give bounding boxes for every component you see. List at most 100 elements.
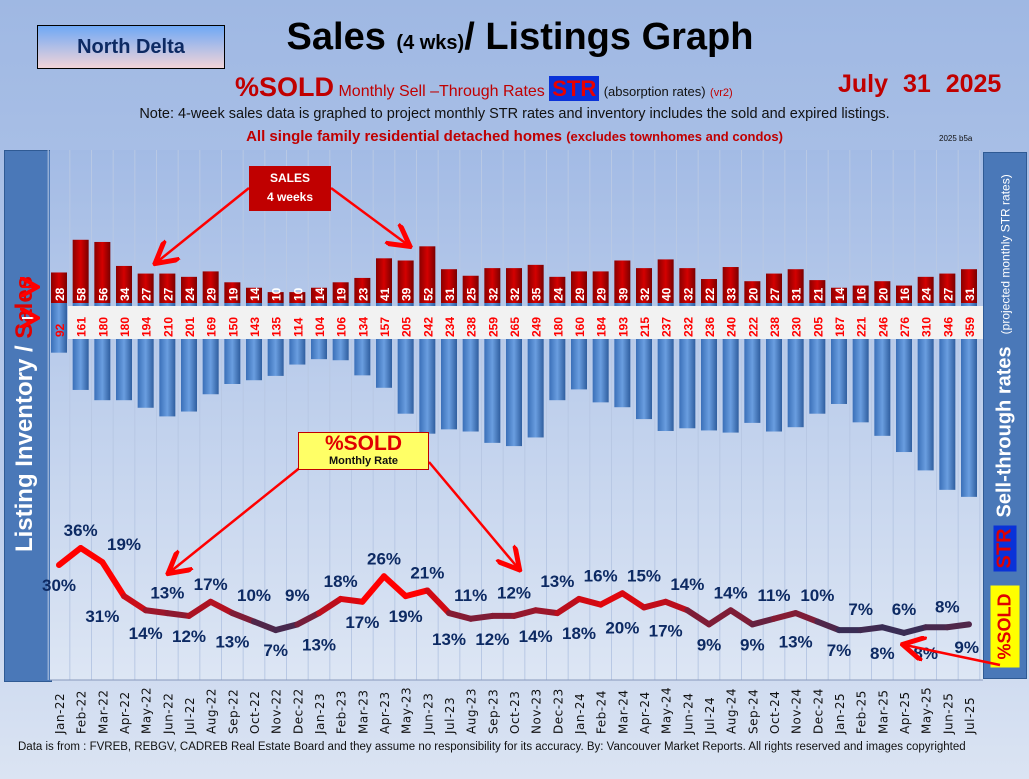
sold-rate-label: 13% xyxy=(432,630,466,649)
sold-rate-segment xyxy=(619,590,647,611)
x-tick-label: Nov-22 xyxy=(270,688,284,734)
sales-bar xyxy=(332,282,349,303)
sales-label: 32 xyxy=(638,287,652,301)
inventory-label: 92 xyxy=(53,323,67,337)
inventory-bar xyxy=(51,303,67,353)
sales-bar xyxy=(939,273,956,303)
sold-rate-label: 26% xyxy=(367,549,401,568)
x-tick-label: May-22 xyxy=(140,687,154,734)
inventory-label: 180 xyxy=(96,317,110,337)
inventory-label: 161 xyxy=(75,317,89,337)
sales-bar xyxy=(137,273,154,303)
sales-label: 39 xyxy=(400,287,414,301)
sales-bar xyxy=(51,272,67,303)
sales-label: 28 xyxy=(53,287,67,301)
x-tick-label: Mar-24 xyxy=(616,690,630,734)
sales-arrow-right-icon xyxy=(330,186,408,245)
x-tick-label: Jan-22 xyxy=(53,693,67,735)
x-tick-label: Jul-25 xyxy=(963,697,977,735)
sales-bar xyxy=(484,268,501,303)
sales-bar xyxy=(419,246,436,303)
sales-label: 19 xyxy=(226,287,240,301)
sales-label: 24 xyxy=(183,287,197,301)
sold-annotation-line2: Monthly Rate xyxy=(328,455,399,467)
title-rest: / Listings Graph xyxy=(464,16,754,58)
sold-rate-segment xyxy=(424,587,452,617)
sold-rate-segment xyxy=(857,624,886,634)
inventory-label: 222 xyxy=(746,317,760,337)
sales-annotation: SALES 4 weeks xyxy=(249,166,331,211)
sold-rate-label: 10% xyxy=(800,586,834,605)
x-tick-label: Feb-24 xyxy=(595,690,609,734)
sales-label: 24 xyxy=(920,287,934,301)
sales-label: 14 xyxy=(833,287,847,301)
inventory-label: 246 xyxy=(876,317,890,337)
sold-arrow-right-icon xyxy=(428,461,518,568)
x-tick-label: Oct-22 xyxy=(248,691,262,734)
sales-label: 25 xyxy=(465,287,479,301)
x-tick-label: Feb-23 xyxy=(335,690,349,734)
sold-rate-segment xyxy=(554,595,582,617)
sold-rate-label: 7% xyxy=(263,641,288,660)
sold-rate-label: 13% xyxy=(779,633,813,652)
inventory-label: 160 xyxy=(573,317,587,337)
sales-bar xyxy=(571,271,587,303)
sold-rate-label: 14% xyxy=(670,575,704,594)
x-tick-label: Dec-23 xyxy=(551,688,565,734)
x-tick-label: Jan-23 xyxy=(313,693,327,735)
sold-rate-segment xyxy=(879,624,907,636)
sold-rate-segment xyxy=(316,595,344,617)
sold-rate-segment xyxy=(77,545,106,566)
inventory-label: 184 xyxy=(595,317,609,337)
sold-rate-segment xyxy=(56,545,84,568)
sold-rate-label: 17% xyxy=(649,621,683,640)
sales-label: 52 xyxy=(421,287,435,301)
sales-label: 29 xyxy=(595,287,609,301)
page-title: Sales (4 wks)/ Listings Graph xyxy=(240,16,800,59)
sales-label: 22 xyxy=(703,287,717,301)
sales-label: 31 xyxy=(790,287,804,301)
sales-label: 10 xyxy=(291,287,305,301)
x-tick-label: Nov-24 xyxy=(790,688,804,734)
sold-rate-label: 11% xyxy=(454,586,487,605)
x-tick-label: Jul-24 xyxy=(703,697,717,735)
sold-rate-segment xyxy=(337,595,366,605)
sales-bar xyxy=(701,279,717,303)
inventory-label: 205 xyxy=(400,317,414,337)
sold-rate-label: 12% xyxy=(475,630,509,649)
subtitle: %SOLD Monthly Sell –Through Rates STR (a… xyxy=(235,72,733,103)
sold-rate-label: 17% xyxy=(345,613,379,632)
sold-rate-label: 6% xyxy=(892,600,917,619)
sold-rate-segment xyxy=(467,612,496,622)
sales-bar xyxy=(527,264,544,303)
sold-rate-label: 19% xyxy=(107,535,141,554)
subtitle-abs: (absorption rates) xyxy=(603,84,706,99)
sales-bar xyxy=(354,277,371,303)
inventory-label: 230 xyxy=(790,317,804,337)
inventory-label: 259 xyxy=(486,317,500,337)
sold-rate-segment xyxy=(771,610,799,622)
sold-rate-segment xyxy=(597,590,626,608)
sold-rate-label: 30% xyxy=(42,576,76,595)
sold-rate-segment xyxy=(359,573,387,605)
x-tick-label: Jan-24 xyxy=(573,693,587,735)
sales-label: 39 xyxy=(616,287,630,301)
x-tick-label: Jun-24 xyxy=(681,693,695,735)
sales-label: 27 xyxy=(768,287,782,301)
sold-panel-arrow-icon xyxy=(905,645,1001,667)
sales-label: 32 xyxy=(508,287,522,301)
x-tick-label: Apr-24 xyxy=(638,691,652,734)
sales-bar xyxy=(224,282,241,303)
sales-bar xyxy=(592,271,609,303)
x-tick-label: Sep-23 xyxy=(486,689,500,734)
sold-rate-segment xyxy=(706,607,734,628)
sales-label: 29 xyxy=(205,287,219,301)
sales-label: 32 xyxy=(681,287,695,301)
inventory-label: 276 xyxy=(898,317,912,337)
sales-label: 31 xyxy=(963,287,977,301)
footer-disclaimer: Data is from : FVREB, REBGV, CADREB Real… xyxy=(18,741,966,753)
sales-arrow-left-icon xyxy=(157,187,250,262)
sold-rate-label: 13% xyxy=(302,635,336,654)
sold-rate-label: 13% xyxy=(215,633,249,652)
sales-bar xyxy=(397,260,414,303)
